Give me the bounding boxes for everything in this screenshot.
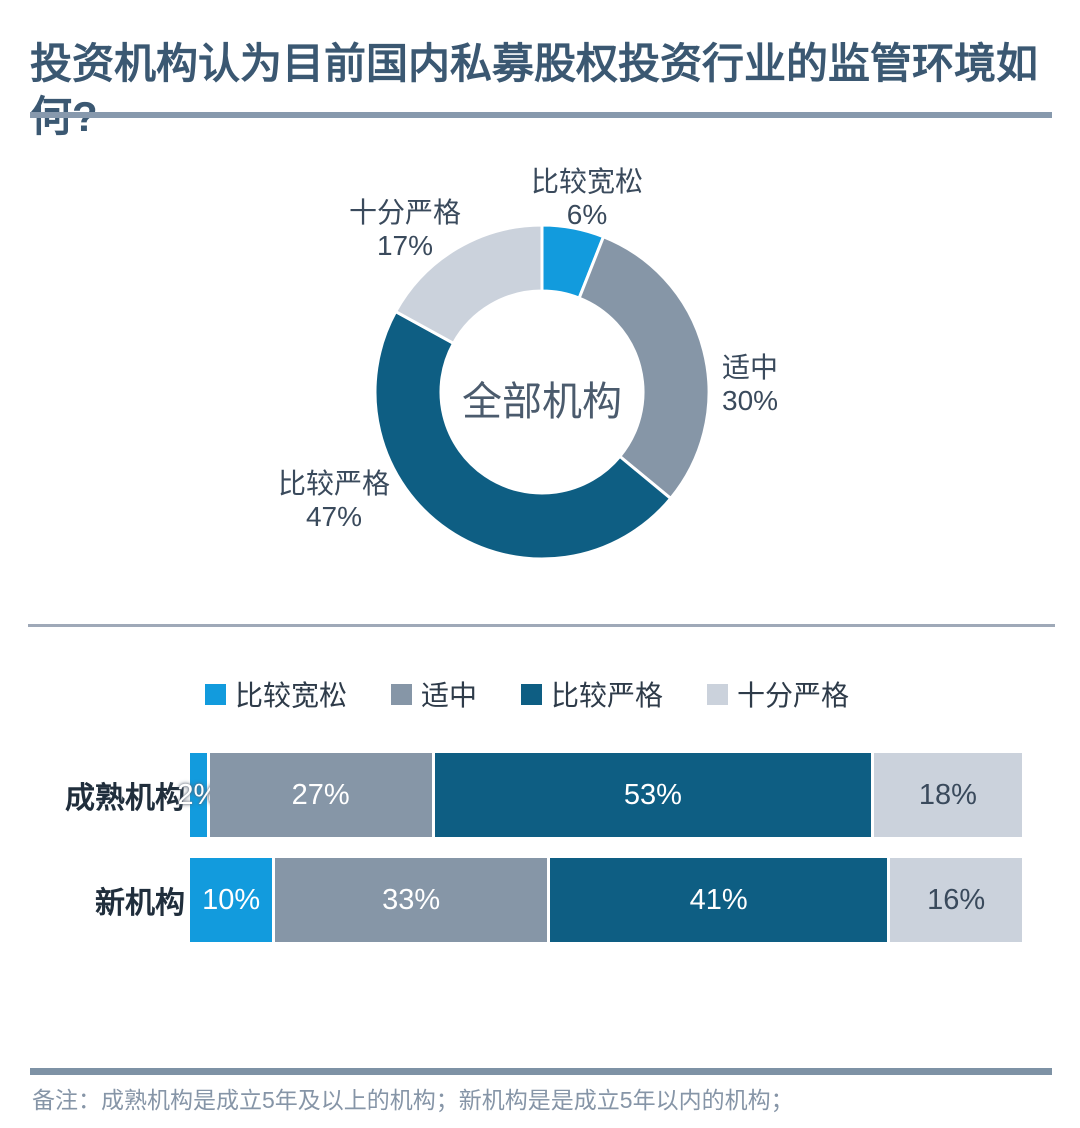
section-divider — [28, 624, 1055, 627]
bar-segment-0-2: 53% — [434, 753, 871, 837]
bar-segment-0-3: 18% — [873, 753, 1022, 837]
legend-item-3: 十分严格 — [707, 674, 849, 714]
donut-center-label: 全部机构 — [462, 380, 622, 424]
bar-segment-1-1: 33% — [275, 858, 547, 942]
legend-label-3: 十分严格 — [737, 680, 850, 711]
legend-item-1: 适中 — [391, 674, 477, 714]
legend-label-0: 比较宽松 — [235, 680, 348, 711]
legend-label-1: 适中 — [421, 680, 478, 711]
donut-callout-strict-label: 比较严格 — [277, 468, 390, 499]
bar-value-label-1-2: 41% — [689, 883, 748, 916]
legend-swatch-2 — [521, 683, 543, 705]
legend-swatch-1 — [391, 683, 413, 705]
legend-item-0: 比较宽松 — [205, 674, 347, 714]
bar-segment-0-1: 27% — [209, 753, 432, 837]
bar-segment-1-3: 16% — [890, 858, 1022, 942]
legend-swatch-3 — [707, 683, 729, 705]
donut-callout-moderate-value: 30% — [722, 385, 779, 416]
bar-row-1: 新机构 10% 33% 41% 16% — [0, 858, 1080, 942]
donut-callout-very-strict-label: 十分严格 — [348, 197, 461, 228]
legend-swatch-0 — [205, 683, 226, 705]
bar-segment-0-0: 2% — [177, 753, 219, 837]
bar-chart: 成熟机构 2% 27% 53% 18% 新机构 10% 33% 41% 16% — [0, 753, 1080, 963]
bar-value-label-1-3: 16% — [927, 883, 986, 916]
donut-callout-strict: 比较严格 47% — [254, 467, 414, 533]
bar-segment-1-2: 41% — [549, 858, 888, 942]
bar-track-1: 10% 33% 41% 16% — [190, 858, 1022, 942]
bar-value-label-1-0: 10% — [202, 883, 261, 916]
donut-callout-moderate: 适中 30% — [722, 351, 852, 417]
donut-callout-strict-value: 47% — [305, 501, 363, 532]
footnote-divider — [30, 1068, 1052, 1075]
donut-callout-loose-label: 比较宽松 — [530, 166, 643, 197]
donut-chart — [373, 223, 711, 561]
bar-row-0: 成熟机构 2% 27% 53% 18% — [0, 753, 1080, 837]
donut-callout-very-strict: 十分严格 17% — [325, 196, 485, 262]
bar-value-label-0-2: 53% — [623, 778, 682, 811]
page-title: 投资机构认为目前国内私募股权投资行业的监管环境如何? — [30, 40, 1039, 140]
donut-segment-2 — [373, 309, 673, 561]
title-divider — [30, 112, 1052, 118]
donut-callout-very-strict-value: 17% — [376, 230, 434, 261]
bar-category-label-1: 新机构 — [95, 887, 185, 920]
bar-track-0: 2% 27% 53% 18% — [177, 753, 1022, 837]
footnote: 备注：成熟机构是成立5年及以上的机构；新机构是是成立5年以内的机构； — [32, 1087, 794, 1113]
donut-callout-moderate-label: 适中 — [722, 352, 779, 383]
donut-segment-3 — [393, 223, 544, 346]
bar-category-label-0: 成熟机构 — [65, 782, 185, 815]
legend-item-2: 比较严格 — [521, 674, 663, 714]
bar-chart-legend: 比较宽松 适中 比较严格 十分严格 — [205, 676, 849, 712]
donut-callout-loose-value: 6% — [566, 199, 608, 230]
legend-label-2: 比较严格 — [551, 680, 664, 711]
bar-segment-1-0: 10% — [190, 858, 273, 942]
donut-callout-loose: 比较宽松 6% — [507, 165, 667, 231]
bar-value-label-0-1: 27% — [291, 778, 350, 811]
bar-value-label-1-1: 33% — [382, 883, 441, 916]
bar-value-label-0-3: 18% — [918, 778, 977, 811]
donut-segment-1 — [577, 234, 711, 501]
